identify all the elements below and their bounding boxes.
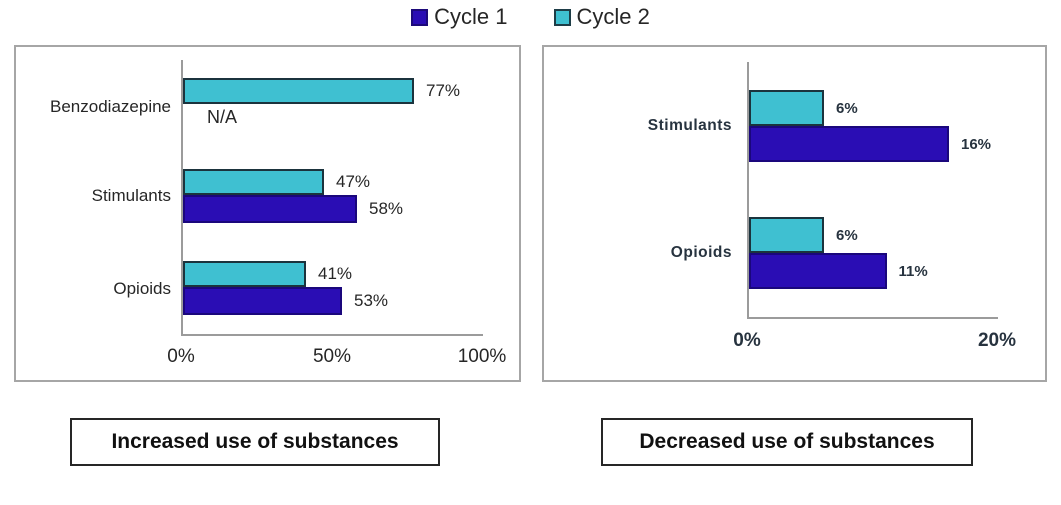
value-label-opioids-cycle-1: 11% xyxy=(898,262,928,280)
x-axis-line xyxy=(181,334,483,336)
bar-opioids-cycle-2 xyxy=(183,261,306,287)
y-axis-line xyxy=(747,62,749,319)
bar-row: 6% xyxy=(749,90,858,126)
bar-row: 77% xyxy=(183,78,460,104)
value-label-benzodiazepine-cycle-1-na: N/A xyxy=(207,106,238,127)
bar-row: N/A xyxy=(183,105,237,129)
bar-opioids-cycle-1 xyxy=(183,287,342,315)
bar-benzodiazepine-cycle-2 xyxy=(183,78,414,104)
bar-stimulants-cycle-1 xyxy=(749,126,949,162)
legend-item-cycle-2: Cycle 2 xyxy=(553,4,650,30)
value-label-benzodiazepine-cycle-2: 77% xyxy=(426,81,461,100)
legend-swatch-cycle-1-icon xyxy=(411,8,429,26)
value-label-opioids-cycle-1: 53% xyxy=(354,291,389,310)
x-tick-20: 20% xyxy=(977,330,1017,351)
category-label-opioids: Opioids xyxy=(113,279,171,298)
bar-row: 16% xyxy=(749,126,991,162)
value-label-opioids-cycle-2: 41% xyxy=(318,264,353,283)
bar-row: 41% xyxy=(183,261,352,287)
x-axis-line xyxy=(747,317,998,319)
legend-item-cycle-1: Cycle 1 xyxy=(411,4,508,30)
chart-decreased-panel: Stimulants Opioids 6% 16% 6% 11% 0% 20% xyxy=(542,45,1047,382)
caption-decreased: Decreased use of substances xyxy=(601,418,973,466)
bar-row: 47% xyxy=(183,169,370,195)
caption-increased: Increased use of substances xyxy=(70,418,440,466)
x-tick-100: 100% xyxy=(457,346,507,367)
bar-opioids-cycle-1 xyxy=(749,253,887,289)
bar-stimulants-cycle-2 xyxy=(749,90,824,126)
value-label-opioids-cycle-2: 6% xyxy=(836,226,858,244)
bar-row: 53% xyxy=(183,287,388,315)
bar-stimulants-cycle-2 xyxy=(183,169,324,195)
legend-swatch-cycle-2-icon xyxy=(553,8,571,26)
bar-row: 11% xyxy=(749,253,928,289)
category-label-stimulants: Stimulants xyxy=(647,117,732,134)
legend-label-cycle-1: Cycle 1 xyxy=(434,4,508,29)
bar-opioids-cycle-2 xyxy=(749,217,824,253)
bar-row: 58% xyxy=(183,195,403,223)
category-label-opioids: Opioids xyxy=(670,244,732,261)
legend-label-cycle-2: Cycle 2 xyxy=(576,4,650,29)
legend: Cycle 1 Cycle 2 xyxy=(0,4,1061,30)
x-tick-0: 0% xyxy=(167,346,195,367)
bar-row: 6% xyxy=(749,217,858,253)
y-axis-line xyxy=(181,60,183,336)
category-label-benzodiazepine: Benzodiazepine xyxy=(50,97,171,116)
value-label-stimulants-cycle-1: 58% xyxy=(369,199,404,218)
category-label-stimulants: Stimulants xyxy=(91,186,171,205)
value-label-stimulants-cycle-2: 47% xyxy=(336,172,371,191)
chart-increased-panel: Benzodiazepine Stimulants Opioids 77% N/… xyxy=(14,45,521,382)
value-label-stimulants-cycle-2: 6% xyxy=(836,99,858,117)
bar-stimulants-cycle-1 xyxy=(183,195,357,223)
value-label-stimulants-cycle-1: 16% xyxy=(961,135,992,153)
x-tick-0: 0% xyxy=(733,330,761,351)
x-tick-50: 50% xyxy=(312,346,352,367)
